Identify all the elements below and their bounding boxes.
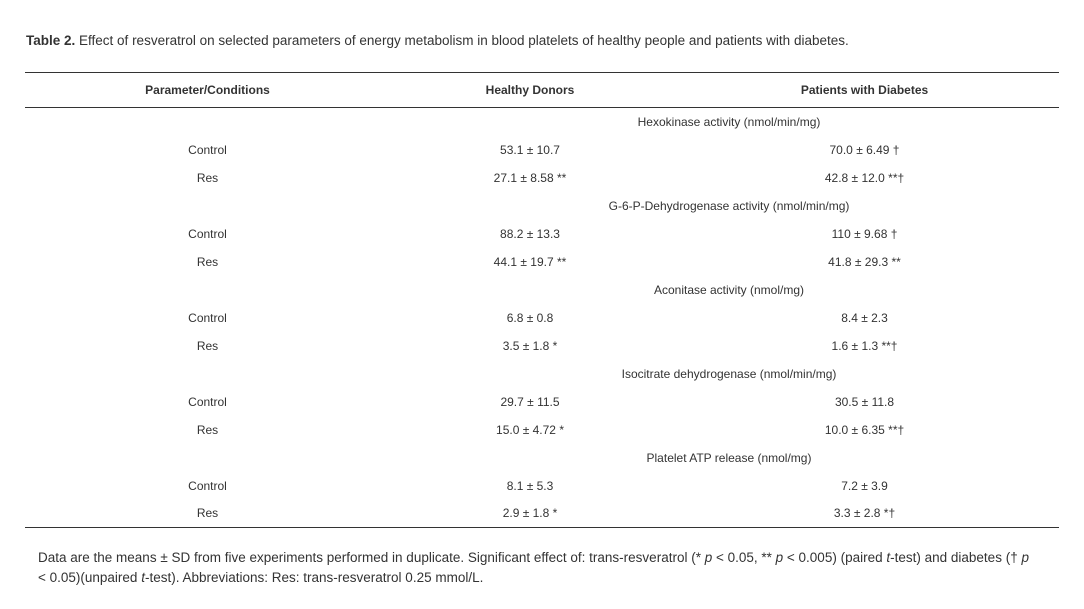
section-title: Aconitase activity (nmol/mg) [653,282,805,297]
healthy-value-cell: 53.1 ± 10.7 [500,142,560,157]
table-row: Res 15.0 ± 4.72 * 10.0 ± 6.35 **† [25,416,1059,444]
table-row: Control 88.2 ± 13.3 110 ± 9.68 † [25,220,1059,248]
condition-cell: Control [188,478,227,493]
healthy-value-cell: 88.2 ± 13.3 [500,226,560,241]
table-container: Parameter/Conditions Healthy Donors Pati… [25,72,1059,528]
diabetes-value-cell: 70.0 ± 6.49 † [829,142,900,157]
section-title-cell: Platelet ATP release (nmol/mg) [25,444,1059,472]
condition-cell: Control [188,310,227,325]
condition-cell: Control [188,394,227,409]
header-parameter: Parameter/Conditions [25,72,390,108]
footnote-text-4: -test) and diabetes († [890,550,1022,565]
table-row: Control 8.1 ± 5.3 7.2 ± 3.9 [25,472,1059,500]
table-row: Res 3.5 ± 1.8 * 1.6 ± 1.3 **† [25,332,1059,360]
table-row: Control 53.1 ± 10.7 70.0 ± 6.49 † [25,136,1059,164]
section-title-cell: Isocitrate dehydrogenase (nmol/min/mg) [25,360,1059,388]
healthy-value-cell: 44.1 ± 19.7 ** [493,254,567,269]
condition-cell: Res [196,422,219,437]
section-title: G-6-P-Dehydrogenase activity (nmol/min/m… [608,198,850,213]
healthy-value-cell: 8.1 ± 5.3 [506,478,554,493]
condition-cell: Res [25,499,390,528]
healthy-value-cell: 29.7 ± 11.5 [500,394,560,409]
healthy-value-cell: 2.9 ± 1.8 * [390,499,670,528]
diabetes-value-cell: 42.8 ± 12.0 **† [824,170,905,185]
footnote-t-1: t [886,550,891,565]
table-caption-text: Effect of resveratrol on selected parame… [75,33,849,48]
section-title: Isocitrate dehydrogenase (nmol/min/mg) [621,366,837,381]
section-row: Platelet ATP release (nmol/mg) [25,444,1059,472]
diabetes-value-cell: 41.8 ± 29.3 ** [828,254,901,269]
section-title-cell: G-6-P-Dehydrogenase activity (nmol/min/m… [25,192,1059,220]
header-diabetes: Patients with Diabetes [670,72,1059,108]
condition-cell: Res [196,254,219,269]
table-footnote: Data are the means ± SD from five experi… [38,548,1038,588]
healthy-value-cell: 3.5 ± 1.8 * [502,338,558,353]
diabetes-value-cell: 10.0 ± 6.35 **† [824,422,905,437]
section-title: Platelet ATP release (nmol/mg) [646,450,812,465]
condition-cell: Res [196,338,219,353]
footnote-text-6: -test). Abbreviations: Res: trans-resver… [144,570,484,585]
footnote-text-2: < 0.05, ** [712,550,776,565]
table-body: Hexokinase activity (nmol/min/mg) Control… [25,108,1059,528]
table-caption: Table 2. Effect of resveratrol on select… [26,32,1066,50]
footnote-t-2: t [141,570,145,585]
footnote-text-5: < 0.05)(unpaired [38,570,142,585]
table-row: Res 44.1 ± 19.7 ** 41.8 ± 29.3 ** [25,248,1059,276]
footnote-p-2: p [775,550,784,565]
data-table: Parameter/Conditions Healthy Donors Pati… [25,72,1059,528]
condition-cell: Control [188,226,227,241]
diabetes-value-cell: 110 ± 9.68 † [831,226,898,241]
footnote-p-1: p [704,550,713,565]
table-caption-label: Table 2. [26,33,76,48]
table-row: Control 29.7 ± 11.5 30.5 ± 11.8 [25,388,1059,416]
condition-cell: Control [188,142,227,157]
section-row: Isocitrate dehydrogenase (nmol/min/mg) [25,360,1059,388]
diabetes-value-cell: 30.5 ± 11.8 [834,394,895,409]
footnote-text-1: Data are the means ± SD from five experi… [38,550,705,565]
section-row: G-6-P-Dehydrogenase activity (nmol/min/m… [25,192,1059,220]
diabetes-value-cell: 1.6 ± 1.3 **† [831,338,898,353]
section-title-cell: Aconitase activity (nmol/mg) [25,276,1059,304]
footnote-text-3: < 0.005) (paired [783,550,887,565]
table-header: Parameter/Conditions Healthy Donors Pati… [25,72,1059,108]
section-row: Aconitase activity (nmol/mg) [25,276,1059,304]
healthy-value-cell: 27.1 ± 8.58 ** [493,170,567,185]
diabetes-value-cell: 8.4 ± 2.3 [841,310,888,325]
section-title-cell: Hexokinase activity (nmol/min/mg) [25,108,1059,136]
table-row: Res 2.9 ± 1.8 * 3.3 ± 2.8 *† [25,499,1059,528]
condition-cell: Res [196,170,219,185]
diabetes-value-cell: 7.2 ± 3.9 [841,478,888,493]
healthy-value-cell: 6.8 ± 0.8 [506,310,554,325]
section-row: Hexokinase activity (nmol/min/mg) [25,108,1059,136]
table-row: Control 6.8 ± 0.8 8.4 ± 2.3 [25,304,1059,332]
diabetes-value-cell: 3.3 ± 2.8 *† [670,499,1059,528]
footnote-p-3: p [1021,550,1029,565]
healthy-value-cell: 15.0 ± 4.72 * [496,422,564,437]
header-row: Parameter/Conditions Healthy Donors Pati… [25,72,1059,108]
table-row: Res 27.1 ± 8.58 ** 42.8 ± 12.0 **† [25,164,1059,192]
header-healthy: Healthy Donors [390,72,670,108]
section-title: Hexokinase activity (nmol/min/mg) [637,114,821,129]
